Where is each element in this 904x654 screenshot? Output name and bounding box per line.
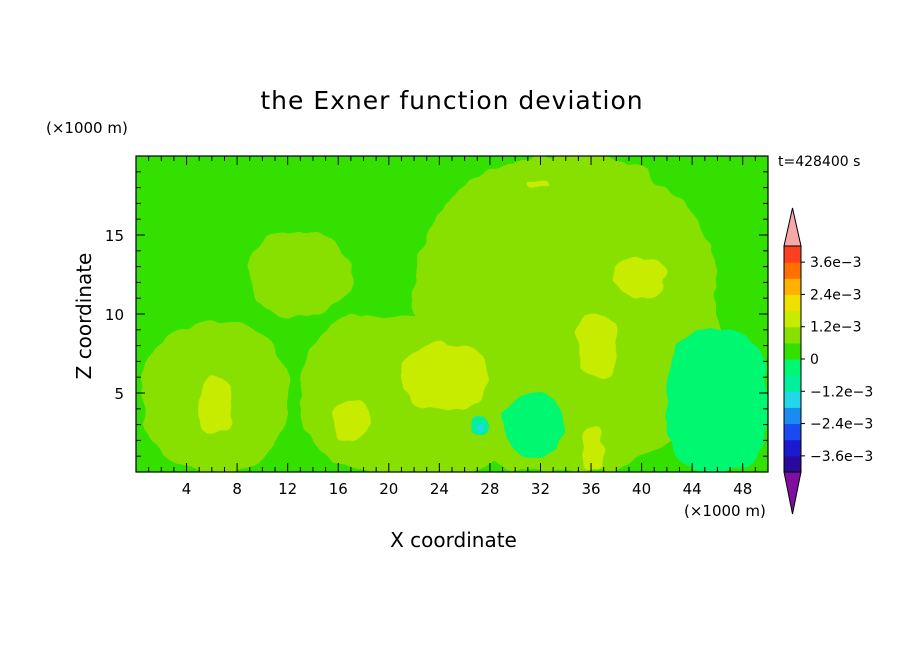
colorbar-band (784, 455, 801, 473)
chart-title: the Exner function deviation (260, 86, 644, 115)
colorbar-band (784, 326, 801, 344)
colorbar-tick-label: 3.6e−3 (810, 255, 862, 271)
colorbar-band (784, 407, 801, 425)
x-axis-label-text: X coordinate (390, 528, 517, 552)
x-tick-label: 32 (531, 480, 550, 498)
colorbar-band (784, 246, 801, 263)
contour-region-11 (502, 393, 566, 457)
time-label: t=428400 s (778, 154, 861, 170)
colorbar-band (784, 359, 801, 376)
x-tick-label: 48 (733, 480, 752, 498)
contour-region-5 (331, 400, 370, 441)
y-tick-label: 5 (114, 385, 124, 403)
colorbar-tick-label: 1.2e−3 (810, 320, 862, 336)
contour-region-1 (249, 235, 351, 314)
colorbar-band (784, 423, 801, 441)
colorbar-band (784, 375, 801, 392)
contour-region-4 (199, 377, 231, 433)
colorbar-tick-label: 0 (810, 352, 819, 368)
z-axis-unit-label: (×1000 m) (46, 119, 128, 137)
contour-region-3 (414, 156, 718, 472)
colorbar-tick-label: −2.4e−3 (810, 417, 873, 433)
colorbar-band (784, 391, 801, 408)
x-tick-label: 24 (430, 480, 449, 498)
colorbar-band (784, 278, 801, 295)
contour-fill (136, 156, 768, 472)
colorbar-tick-label: −1.2e−3 (810, 384, 873, 400)
x-tick-label: 40 (632, 480, 651, 498)
x-tick-label: 16 (329, 480, 348, 498)
contour-region-12 (666, 329, 768, 472)
contour-region-14 (477, 423, 484, 430)
x-tick-label: 4 (182, 480, 192, 498)
colorbar-band (784, 342, 801, 360)
colorbar-tick-label: 2.4e−3 (810, 287, 862, 303)
colorbar-band (784, 262, 801, 279)
y-tick-label: 15 (105, 227, 124, 245)
colorbar-upper-extend (783, 207, 802, 247)
contour-region-6 (401, 345, 490, 409)
contour-region-10 (527, 179, 547, 188)
contour-region-8 (584, 424, 604, 472)
colorbar-band (784, 310, 801, 328)
contour-region-7 (578, 314, 617, 378)
x-tick-label: 36 (581, 480, 600, 498)
x-tick-label: 12 (278, 480, 297, 498)
x-axis-label: X coordinate (0, 528, 904, 552)
x-axis-unit-label: (×1000 m) (684, 502, 766, 520)
colorbar-lower-extend (783, 471, 802, 515)
colorbar: 3.6e−3 2.4e−3 1.2e−3 0 −1.2e−3 −2.4e−3 −3.6e−3 (783, 207, 873, 515)
x-tick-label: 28 (480, 480, 499, 498)
contour-region-9 (616, 258, 667, 299)
y-tick-label: 10 (105, 306, 124, 324)
colorbar-band (784, 439, 801, 457)
x-tick-label: 8 (232, 480, 242, 498)
colorbar-band (784, 294, 801, 312)
x-tick-label: 20 (379, 480, 398, 498)
x-tick-label: 44 (683, 480, 702, 498)
colorbar-tick-label: −3.6e−3 (810, 449, 873, 465)
